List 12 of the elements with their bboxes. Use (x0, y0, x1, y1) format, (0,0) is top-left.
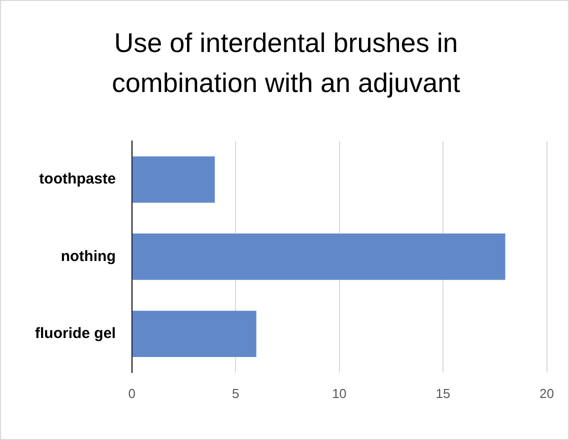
chart-title: Use of interdental brushes in combination with an adjuvant (110, 27, 462, 100)
y-tick-label: nothing (60, 248, 116, 265)
bar (132, 234, 506, 280)
x-tick-label: 0 (128, 386, 136, 401)
x-tick-label: 5 (232, 386, 240, 401)
x-tick-label: 10 (332, 386, 347, 401)
bar (132, 156, 215, 203)
y-tick-label: fluoride gel (34, 324, 116, 342)
x-tick-label: 20 (540, 386, 554, 401)
y-tick-label: toothpaste (39, 170, 116, 188)
x-tick-label: 15 (436, 386, 450, 401)
bar (132, 310, 256, 357)
